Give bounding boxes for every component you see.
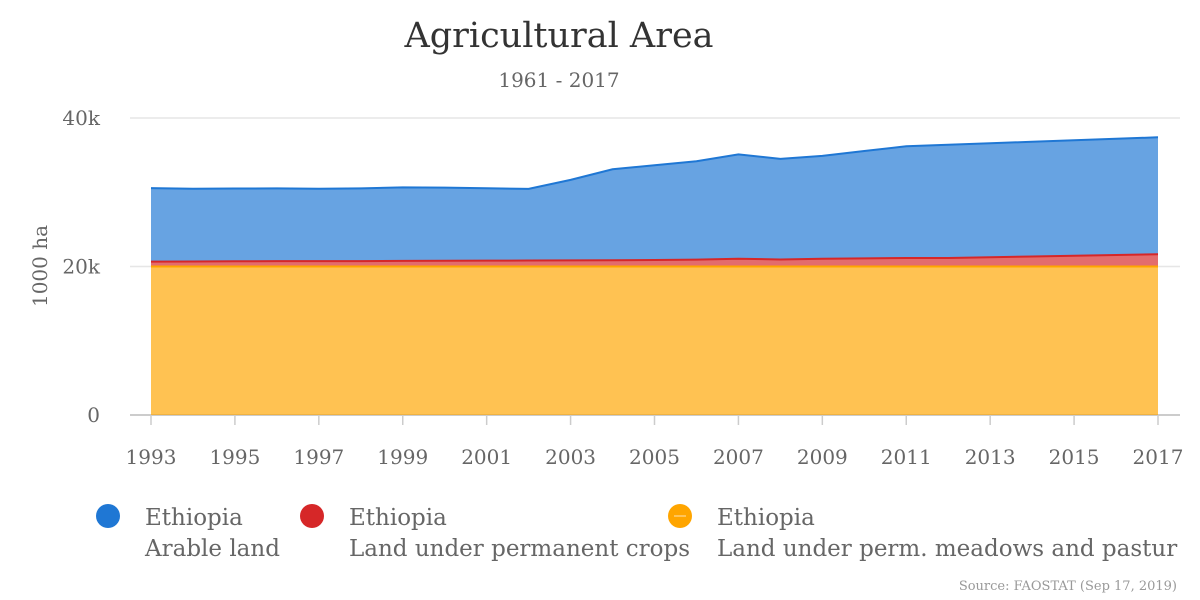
legend-series-name: Land under permanent crops	[349, 536, 690, 562]
x-tick-label: 2009	[797, 445, 848, 469]
x-tick-label: 2001	[461, 445, 512, 469]
y-axis: 0 20k 40k	[62, 106, 100, 427]
legend-item-land-under-permanent-crops[interactable]: Ethiopia Land under permanent crops	[300, 504, 690, 562]
x-tick-label: 2015	[1049, 445, 1100, 469]
y-tick-label: 20k	[62, 255, 100, 279]
x-tick-label: 1999	[377, 445, 428, 469]
legend-country: Ethiopia	[349, 505, 447, 531]
x-tick-label: 1995	[209, 445, 260, 469]
legend-series-name: Arable land	[144, 536, 280, 562]
legend-item-land-under-perm-meadows-and-pastures[interactable]: Ethiopia Land under perm. meadows and pas…	[668, 504, 1177, 562]
series-lines	[150, 136, 1159, 268]
y-axis-title: 1000 ha	[28, 225, 52, 307]
x-tick-label: 2011	[881, 445, 932, 469]
y-tick-label: 40k	[62, 106, 100, 130]
legend-symbol	[96, 504, 120, 528]
x-tick-label: 1997	[293, 445, 344, 469]
area-arable-land	[151, 137, 1158, 262]
credits: Source: FAOSTAT (Sep 17, 2019)	[959, 579, 1177, 594]
legend-country: Ethiopia	[717, 505, 815, 531]
x-tick-label: 2013	[965, 445, 1016, 469]
x-tick-label: 2007	[713, 445, 764, 469]
legend-symbol	[668, 504, 692, 528]
x-tick-label: 1993	[126, 445, 177, 469]
y-tick-label: 0	[87, 403, 100, 427]
legend-series-name: Land under perm. meadows and pastur	[717, 536, 1177, 562]
x-tick-label: 2005	[629, 445, 680, 469]
x-tick-label: 2003	[545, 445, 596, 469]
x-axis: 1993 1995 1997 1999 2001 2003 2005 2007 2009 2011…	[126, 415, 1184, 469]
line-arable-land	[150, 136, 1159, 190]
plot-area	[151, 137, 1158, 415]
chart-subtitle: 1961 - 2017	[498, 68, 619, 92]
legend-symbol	[300, 504, 324, 528]
legend-item-arable-land[interactable]: Ethiopia Arable land	[96, 504, 280, 562]
x-tick-label: 2017	[1133, 445, 1184, 469]
chart-title: Agricultural Area	[403, 16, 713, 56]
legend-country: Ethiopia	[145, 505, 243, 531]
line-land-under-permanent-crops	[150, 253, 1159, 263]
legend: Ethiopia Arable land Ethiopia Land under pe…	[96, 504, 1177, 562]
area-land-under-perm-meadows-and-pastures	[151, 266, 1158, 415]
